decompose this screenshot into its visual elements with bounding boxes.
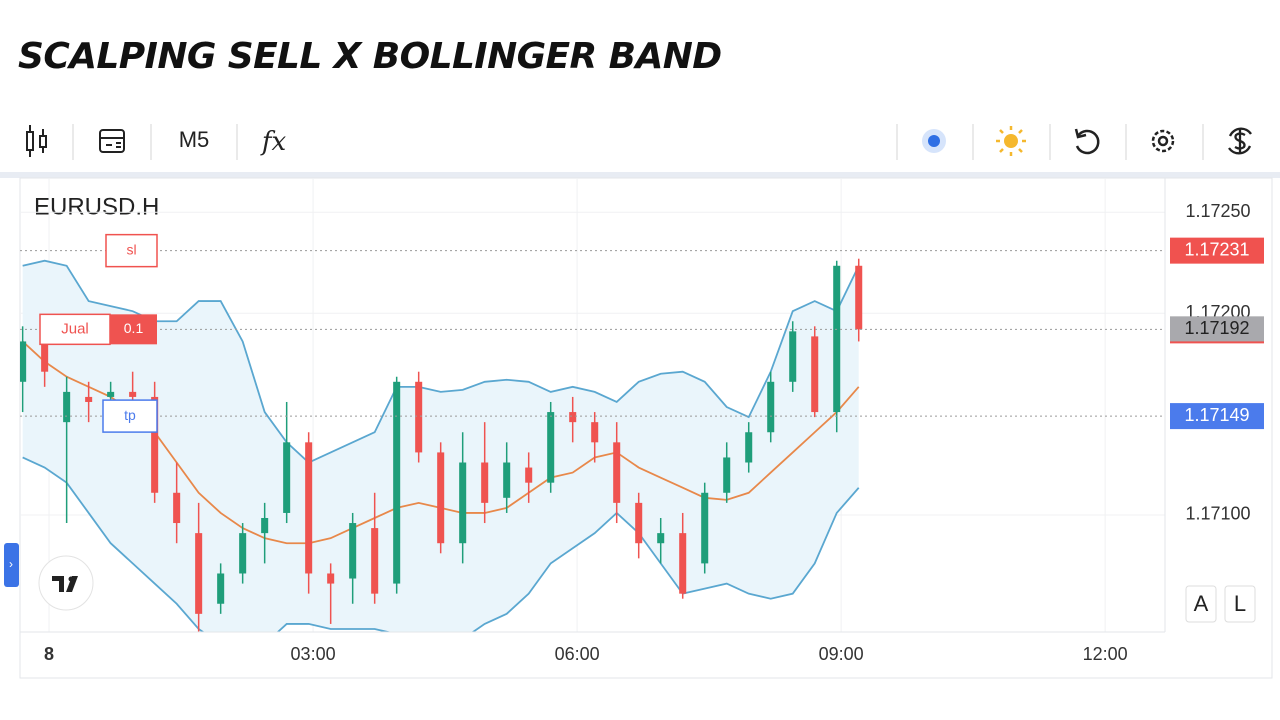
toolbar-divider [0, 172, 1280, 178]
order-tag[interactable]: sl [126, 241, 136, 257]
price-label: 1.17192 [1184, 318, 1249, 338]
refresh-icon[interactable] [1074, 128, 1100, 155]
candle-body [261, 517, 269, 534]
candle-body [745, 432, 753, 463]
candle-body [855, 265, 863, 330]
theme-icon[interactable] [996, 126, 1026, 156]
candle-body [107, 391, 115, 397]
candle-body [305, 442, 313, 574]
candle-body [767, 381, 775, 433]
candle-body [349, 523, 357, 579]
x-tick-label: 03:00 [291, 644, 336, 664]
candle-body [591, 422, 599, 443]
candle-body [217, 573, 225, 604]
candle-body [85, 396, 93, 402]
candle-body [371, 528, 379, 594]
candle-body [283, 442, 291, 513]
candle-body [833, 265, 841, 413]
logo-dot [68, 576, 74, 582]
candle-body [635, 502, 643, 544]
x-tick-label: 09:00 [819, 644, 864, 664]
order-volume[interactable]: 0.1 [124, 320, 144, 336]
log-button-label[interactable]: L [1234, 591, 1246, 616]
log-button[interactable] [1224, 585, 1256, 623]
x-tick-label: 8 [44, 644, 54, 664]
indicator-button[interactable]: fx [260, 127, 287, 157]
candle-body [569, 412, 577, 423]
candle-body [41, 336, 49, 372]
side-tab-arrow: › [9, 557, 13, 571]
calculator-icon[interactable] [99, 129, 125, 153]
candle-body [393, 381, 401, 584]
currency-icon[interactable] [1228, 127, 1252, 155]
separators [72, 124, 1204, 160]
price-label-box [1170, 316, 1264, 343]
logo[interactable] [38, 555, 94, 611]
candle-body [195, 533, 203, 614]
order-volume-box[interactable] [110, 314, 157, 345]
candle-body [701, 492, 709, 564]
timeframe-button[interactable]: M5 [179, 127, 210, 152]
order-tag-box[interactable] [39, 313, 111, 346]
order-tag[interactable]: tp [124, 407, 136, 423]
order-tag[interactable]: Jual [61, 320, 89, 337]
candle-body [415, 381, 423, 453]
order-tag-box[interactable] [105, 233, 158, 268]
price-label: 1.17231 [1184, 239, 1249, 259]
candle-body [657, 533, 665, 544]
candle-body [613, 442, 621, 503]
headline: SCALPING SELL X BOLLINGER BAND [18, 36, 722, 77]
price-label-box [1170, 403, 1264, 430]
x-tick-label: 06:00 [555, 644, 600, 664]
toolbar [0, 110, 1280, 172]
candle-body [151, 396, 159, 493]
x-tick-label: 12:00 [1083, 644, 1128, 664]
candle-body [327, 573, 335, 584]
candle-body [20, 341, 27, 382]
candle-icon[interactable] [26, 125, 47, 157]
price-label: 1.17149 [1184, 405, 1249, 425]
settings-icon[interactable] [1151, 129, 1175, 153]
candle-body [525, 467, 533, 483]
candle-body [63, 391, 71, 423]
candle-body [437, 452, 445, 544]
order-tag-box[interactable] [102, 399, 158, 433]
auto-button-label[interactable]: A [1194, 591, 1209, 616]
candle-body [811, 336, 819, 413]
candle-body [503, 462, 511, 498]
candle-body [547, 412, 555, 483]
candle-body [129, 391, 137, 397]
candle-body [459, 462, 467, 544]
side-tab[interactable] [4, 543, 19, 587]
lower-band [22, 456, 860, 632]
y-tick-label: 1.17100 [1185, 504, 1250, 524]
plot [20, 178, 1165, 632]
candle-body [173, 492, 181, 524]
upper-band [22, 259, 860, 464]
status-dot [928, 135, 940, 147]
y-tick-label: 1.17250 [1185, 201, 1250, 221]
symbol: EURUSD.H [34, 193, 159, 220]
candle-body [481, 462, 489, 503]
candle-body [723, 457, 731, 493]
candle-body [789, 331, 797, 382]
candle-body [239, 533, 247, 574]
candle-body [679, 533, 687, 594]
auto-button[interactable] [1185, 585, 1217, 623]
price-label-box [1170, 237, 1264, 264]
